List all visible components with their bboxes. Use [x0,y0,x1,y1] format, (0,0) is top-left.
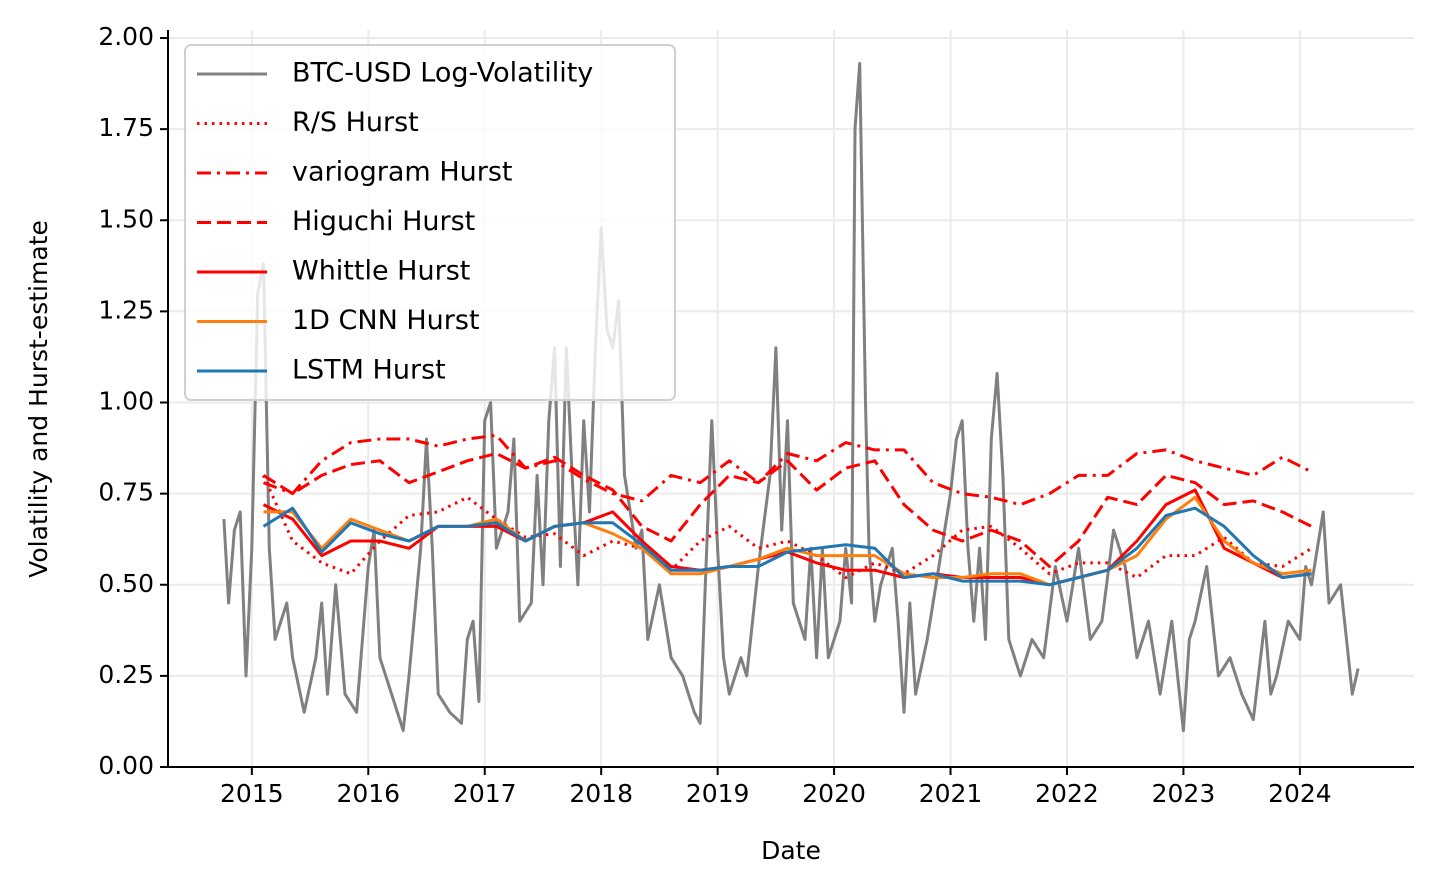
x-tick-label: 2018 [569,779,633,808]
y-axis-label: Volatility and Hurst-estimate [24,220,53,578]
series-line [262,433,1313,507]
legend-label: Higuchi Hurst [292,206,475,237]
y-tick-label: 0.50 [98,569,154,598]
x-tick-label: 2023 [1152,779,1216,808]
y-tick-label: 0.00 [98,751,154,780]
legend-label: Whittle Hurst [292,256,470,287]
y-tick-label: 1.00 [98,387,154,416]
y-tick-label: 1.50 [98,204,154,233]
x-tick-label: 2019 [686,779,750,808]
series-line [262,506,1312,587]
legend: BTC-USD Log-Volatility R/S Hurst variogram… [184,44,676,401]
legend-label: R/S Hurst [292,107,419,138]
x-tick-label: 2020 [802,779,866,808]
y-tick-label: 2.00 [98,22,154,51]
x-axis-label: Date [761,836,821,865]
x-tick-label: 2017 [453,779,517,808]
x-tick-label: 2021 [919,779,983,808]
y-tick-label: 0.25 [98,660,154,689]
x-tick-label: 2022 [1035,779,1099,808]
x-tick-label: 2015 [220,779,284,808]
x-tick-label: 2024 [1268,779,1332,808]
legend-label: 1D CNN Hurst [292,305,480,336]
y-tick-label: 0.75 [98,478,154,507]
series-line [222,62,1360,733]
series-line [262,452,1313,568]
legend-label: variogram Hurst [292,157,512,188]
y-tick-label: 1.25 [98,295,154,324]
legend-label: BTC-USD Log-Volatility [292,58,593,89]
y-tick-label: 1.75 [98,113,154,142]
legend-box [184,44,676,401]
legend-label: LSTM Hurst [292,355,446,386]
x-tick-label: 2016 [336,779,400,808]
